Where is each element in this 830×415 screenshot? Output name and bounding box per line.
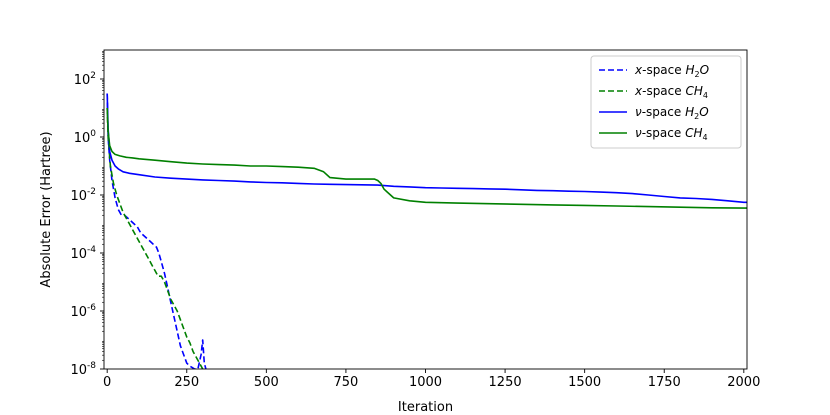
y-tick-label: 10-4 bbox=[70, 245, 96, 262]
legend-box bbox=[590, 55, 742, 149]
series-line-4 bbox=[106, 107, 747, 209]
x-tick-label: 1250 bbox=[489, 375, 522, 390]
y-tick-label: 10-8 bbox=[70, 361, 96, 378]
y-axis-label: Absolute Error (Hartree) bbox=[39, 131, 54, 287]
x-axis-label: Iteration bbox=[398, 400, 453, 415]
x-tick-label: 0 bbox=[103, 375, 111, 390]
x-tick-label: 1000 bbox=[409, 375, 442, 390]
series-line-1 bbox=[106, 93, 207, 369]
series-group bbox=[106, 93, 747, 369]
y-tick-label: 102 bbox=[74, 71, 96, 88]
series-line-2 bbox=[106, 107, 204, 369]
axes-group: 0 250 500 750 1000 1250 1500 1750 2000 102 100 10-2… bbox=[39, 49, 760, 415]
x-tick-label: 1750 bbox=[648, 375, 681, 390]
x-tick-label: 500 bbox=[254, 375, 279, 390]
x-tick-label: 250 bbox=[174, 375, 199, 390]
x-tick-label: 2000 bbox=[727, 375, 760, 390]
series-line-3 bbox=[106, 93, 747, 204]
y-tick-label: 100 bbox=[74, 129, 97, 146]
y-tick-label: 10-6 bbox=[70, 303, 96, 320]
legend-entry-label: ν-space CH4 bbox=[635, 126, 708, 142]
x-tick-label: 1500 bbox=[568, 375, 601, 390]
legend-entry-label: x-space CH4 bbox=[634, 84, 708, 100]
x-tick-label: 750 bbox=[334, 375, 359, 390]
legend-entry-label: ν-space H2O bbox=[635, 105, 709, 121]
legend: x-space H2O x-space CH4 ν-space H2O ν-space… bbox=[590, 55, 742, 149]
legend-entry-label: x-space H2O bbox=[634, 63, 709, 79]
y-tick-label: 10-2 bbox=[70, 187, 96, 204]
